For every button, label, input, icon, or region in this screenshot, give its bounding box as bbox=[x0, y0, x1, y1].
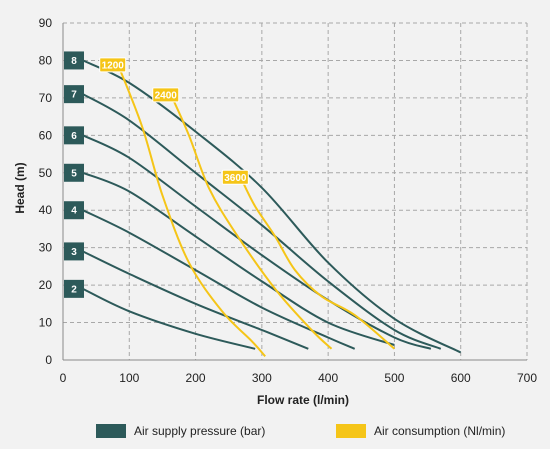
pressure-badge-label: 8 bbox=[71, 56, 77, 67]
air-badge-3600 bbox=[221, 169, 249, 185]
grid bbox=[63, 22, 528, 360]
chart: 0 100 200 300 400 500 600 700 0 10 20 30 40 50 60 70 80 9… bbox=[13, 16, 538, 407]
pressure-badge-5 bbox=[64, 163, 84, 182]
x-tick-label: 400 bbox=[318, 371, 338, 385]
legend-pressure-swatch bbox=[96, 424, 126, 438]
air-badge-label: 3600 bbox=[224, 173, 247, 184]
y-tick-label: 0 bbox=[45, 353, 52, 367]
pressure-lines bbox=[82, 59, 462, 354]
legend-air-swatch bbox=[336, 424, 366, 438]
y-tick-label: 80 bbox=[39, 53, 53, 67]
legend-pressure: Air supply pressure (bar) bbox=[96, 424, 265, 438]
pressure-line-2 bbox=[82, 287, 256, 350]
pressure-badge-label: 6 bbox=[71, 131, 77, 142]
pressure-badge-label: 4 bbox=[71, 206, 77, 217]
air-badge-2400 bbox=[152, 87, 180, 103]
y-tick-label: 10 bbox=[39, 316, 53, 330]
pressure-line-5 bbox=[82, 171, 395, 346]
x-tick-label: 100 bbox=[119, 371, 139, 385]
y-tick-label: 90 bbox=[39, 16, 53, 30]
pressure-badge-3 bbox=[64, 242, 84, 261]
air-line-2400 bbox=[171, 97, 333, 350]
x-axis-label: Flow rate (l/min) bbox=[257, 393, 349, 407]
pressure-badge-label: 7 bbox=[71, 90, 77, 101]
pressure-line-7 bbox=[82, 93, 442, 350]
x-tick-label: 0 bbox=[60, 371, 67, 385]
pressure-line-3 bbox=[82, 250, 309, 350]
pressure-badge-8 bbox=[64, 51, 84, 70]
pressure-badge-6 bbox=[64, 126, 84, 145]
axes bbox=[62, 23, 527, 361]
legend-air: Air consumption (Nl/min) bbox=[336, 424, 505, 438]
y-tick-label: 60 bbox=[39, 128, 53, 142]
air-badge-label: 1200 bbox=[102, 60, 125, 71]
tick-labels: 0 100 200 300 400 500 600 700 0 10 20 30 40 50 60 70 80 9… bbox=[39, 16, 538, 385]
pressure-badge-label: 3 bbox=[71, 247, 77, 258]
air-line-3600 bbox=[241, 179, 396, 350]
y-tick-label: 30 bbox=[39, 241, 53, 255]
badges: 8 7 6 5 4 3 2 1200 2400 3600 bbox=[64, 51, 249, 298]
y-tick-label: 50 bbox=[39, 166, 53, 180]
air-lines bbox=[118, 67, 396, 357]
x-tick-label: 700 bbox=[517, 371, 537, 385]
x-tick-label: 200 bbox=[186, 371, 206, 385]
x-tick-label: 600 bbox=[451, 371, 471, 385]
pressure-line-4 bbox=[82, 209, 356, 350]
pressure-badge-2 bbox=[64, 279, 84, 298]
legend-air-label: Air consumption (Nl/min) bbox=[374, 424, 506, 438]
x-tick-label: 300 bbox=[252, 371, 272, 385]
y-tick-label: 20 bbox=[39, 278, 53, 292]
pressure-badge-label: 5 bbox=[71, 168, 77, 179]
pressure-badge-label: 2 bbox=[71, 284, 77, 295]
y-tick-label: 70 bbox=[39, 91, 53, 105]
pressure-line-8 bbox=[82, 59, 462, 354]
y-axis-label: Head (m) bbox=[13, 162, 27, 213]
pressure-badge-4 bbox=[64, 201, 84, 220]
legend-pressure-label: Air supply pressure (bar) bbox=[134, 424, 266, 438]
air-badge-label: 2400 bbox=[155, 90, 178, 101]
pressure-badge-7 bbox=[64, 85, 84, 104]
air-badge-1200 bbox=[99, 57, 127, 73]
pressure-line-6 bbox=[82, 134, 432, 350]
air-line-1200 bbox=[118, 67, 266, 357]
y-tick-label: 40 bbox=[39, 203, 53, 217]
x-tick-label: 500 bbox=[384, 371, 404, 385]
